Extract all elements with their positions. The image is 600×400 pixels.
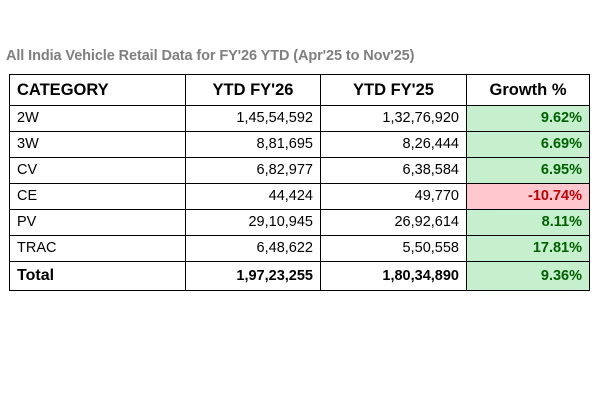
- growth-cell: 9.62%: [466, 105, 590, 132]
- ytd-fy25-cell: 6,38,584: [320, 157, 467, 184]
- table-row: CE 44,424 49,770 -10.74%: [9, 183, 590, 210]
- table-title: All India Vehicle Retail Data for FY'26 …: [6, 48, 415, 64]
- header-category: CATEGORY: [9, 74, 186, 106]
- table-row: 3W 8,81,695 8,26,444 6.69%: [9, 131, 590, 158]
- ytd-fy25-cell: 5,50,558: [320, 235, 467, 262]
- growth-cell: 8.11%: [466, 209, 590, 236]
- total-row: Total 1,97,23,255 1,80,34,890 9.36%: [9, 261, 590, 291]
- table-row: TRAC 6,48,622 5,50,558 17.81%: [9, 235, 590, 262]
- ytd-fy26-cell: 44,424: [185, 183, 321, 210]
- ytd-fy25-cell: 8,26,444: [320, 131, 467, 158]
- ytd-fy26-cell: 6,82,977: [185, 157, 321, 184]
- category-cell: PV: [9, 209, 186, 236]
- growth-cell: 17.81%: [466, 235, 590, 262]
- ytd-fy26-cell: 1,45,54,592: [185, 105, 321, 132]
- category-cell: 3W: [9, 131, 186, 158]
- category-cell: 2W: [9, 105, 186, 132]
- category-cell: TRAC: [9, 235, 186, 262]
- category-cell: CV: [9, 157, 186, 184]
- ytd-fy26-cell: 6,48,622: [185, 235, 321, 262]
- table-row: CV 6,82,977 6,38,584 6.95%: [9, 157, 590, 184]
- header-ytd-fy25: YTD FY'25: [320, 74, 467, 106]
- growth-cell: 6.69%: [466, 131, 590, 158]
- header-row: CATEGORY YTD FY'26 YTD FY'25 Growth %: [9, 74, 590, 106]
- total-label-cell: Total: [9, 261, 186, 291]
- retail-data-table: CATEGORY YTD FY'26 YTD FY'25 Growth % 2W…: [9, 74, 590, 291]
- total-growth-cell: 9.36%: [466, 261, 590, 291]
- growth-cell: -10.74%: [466, 183, 590, 210]
- table-row: PV 29,10,945 26,92,614 8.11%: [9, 209, 590, 236]
- ytd-fy26-cell: 8,81,695: [185, 131, 321, 158]
- category-cell: CE: [9, 183, 186, 210]
- header-ytd-fy26: YTD FY'26: [185, 74, 321, 106]
- header-growth: Growth %: [466, 74, 590, 106]
- table-row: 2W 1,45,54,592 1,32,76,920 9.62%: [9, 105, 590, 132]
- growth-cell: 6.95%: [466, 157, 590, 184]
- ytd-fy25-cell: 26,92,614: [320, 209, 467, 236]
- total-fy25-cell: 1,80,34,890: [320, 261, 467, 291]
- total-fy26-cell: 1,97,23,255: [185, 261, 321, 291]
- ytd-fy25-cell: 1,32,76,920: [320, 105, 467, 132]
- ytd-fy25-cell: 49,770: [320, 183, 467, 210]
- ytd-fy26-cell: 29,10,945: [185, 209, 321, 236]
